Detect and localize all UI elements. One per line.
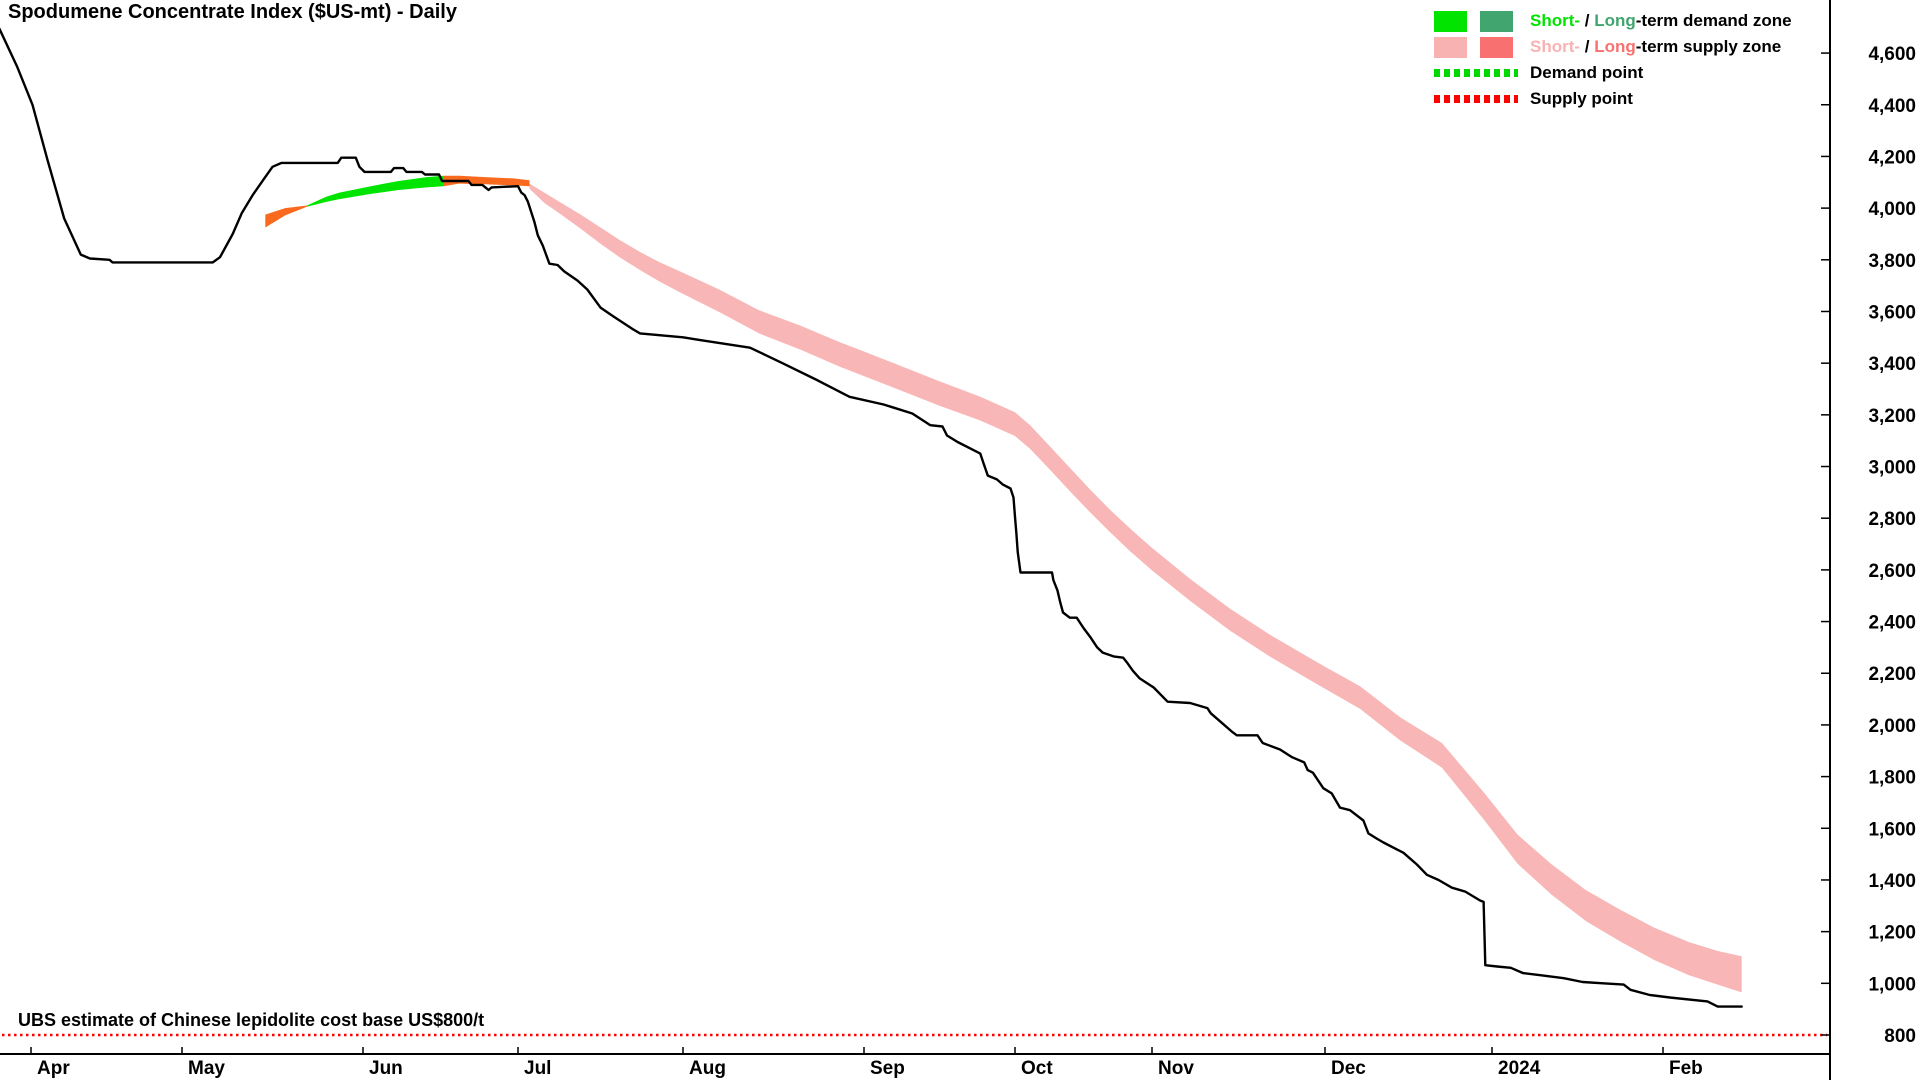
short-term-demand-zone-band	[306, 175, 444, 207]
long-term-supply-swatch-icon	[1480, 36, 1513, 58]
demand-sep-text: /	[1580, 11, 1595, 30]
x-tick-label: 2024	[1498, 1058, 1541, 1079]
supply-rest-text: -term supply zone	[1635, 37, 1782, 56]
x-tick-label: May	[188, 1058, 225, 1079]
supply-point-dashed-line-icon	[1434, 95, 1518, 103]
x-tick-label: Nov	[1158, 1058, 1194, 1079]
y-tick-label: 3,800	[1868, 251, 1916, 272]
y-tick-label: 2,200	[1868, 664, 1916, 685]
short-term-supply-swatch-icon	[1434, 36, 1467, 58]
x-tick-label: Jul	[524, 1058, 551, 1079]
demand-rest-text: -term demand zone	[1635, 11, 1792, 30]
legend-row-supply-zone: Short- / Long-term supply zone	[1434, 36, 1826, 58]
y-tick-label: 2,400	[1868, 613, 1916, 634]
y-tick-label: 3,400	[1868, 354, 1916, 375]
y-tick-label: 3,600	[1868, 302, 1916, 323]
y-tick-label: 4,400	[1868, 96, 1916, 117]
x-tick-label: Apr	[37, 1058, 70, 1079]
x-tick-label: Sep	[870, 1058, 905, 1079]
cost-base-annotation: UBS estimate of Chinese lepidolite cost …	[18, 1010, 485, 1030]
demand-long-text: Long	[1594, 11, 1636, 30]
x-tick-label: Oct	[1021, 1058, 1053, 1079]
y-tick-label: 1,800	[1868, 768, 1916, 789]
chart-title: Spodumene Concentrate Index ($US-mt) - D…	[8, 1, 457, 23]
short-term-demand-swatch-icon	[1434, 10, 1467, 32]
legend-row-demand-zone: Short- / Long-term demand zone	[1434, 10, 1826, 32]
legend-row-demand-point: Demand point	[1434, 62, 1826, 84]
x-tick-label: Jun	[369, 1058, 403, 1079]
supply-zone-swatches	[1434, 36, 1530, 58]
legend-row-supply-point: Supply point	[1434, 88, 1826, 110]
y-tick-label: 2,800	[1868, 509, 1916, 530]
long-term-demand-swatch-icon	[1480, 10, 1513, 32]
demand-point-dashed-line-icon	[1434, 69, 1518, 77]
demand-short-text: Short-	[1530, 11, 1581, 30]
y-tick-label: 4,600	[1868, 44, 1916, 65]
x-tick-label: Dec	[1331, 1058, 1366, 1079]
supply-point-sample	[1434, 95, 1530, 103]
demand-point-sample	[1434, 69, 1530, 77]
demand-zone-swatches	[1434, 10, 1530, 32]
y-tick-label: 3,000	[1868, 458, 1916, 479]
y-tick-label: 2,000	[1868, 716, 1916, 737]
x-tick-label: Aug	[689, 1058, 726, 1079]
y-tick-label: 4,000	[1868, 199, 1916, 220]
short-term-supply-zone-band	[529, 183, 1742, 993]
supply-point-label: Supply point	[1530, 89, 1633, 108]
long-term-supply-zone-band-1	[265, 205, 307, 228]
price-line	[0, 27, 1743, 1008]
long-term-supply-zone-band-2	[443, 175, 530, 187]
y-tick-label: 1,600	[1868, 819, 1916, 840]
demand-zone-label: Short- / Long-term demand zone	[1530, 11, 1792, 31]
demand-point-label: Demand point	[1530, 63, 1644, 82]
y-tick-label: 1,200	[1868, 923, 1916, 944]
supply-long-text: Long	[1594, 37, 1636, 56]
supply-short-text: Short-	[1530, 37, 1581, 56]
supply-zone-label: Short- / Long-term supply zone	[1530, 37, 1781, 57]
y-tick-label: 4,200	[1868, 147, 1916, 168]
y-tick-label: 800	[1884, 1026, 1916, 1047]
y-tick-label: 2,600	[1868, 561, 1916, 582]
y-tick-label: 1,400	[1868, 871, 1916, 892]
x-tick-label: Feb	[1669, 1058, 1703, 1079]
supply-sep-text: /	[1580, 37, 1595, 56]
y-tick-label: 3,200	[1868, 406, 1916, 427]
legend: Short- / Long-term demand zone Short- / …	[1434, 10, 1826, 114]
y-tick-label: 1,000	[1868, 974, 1916, 995]
